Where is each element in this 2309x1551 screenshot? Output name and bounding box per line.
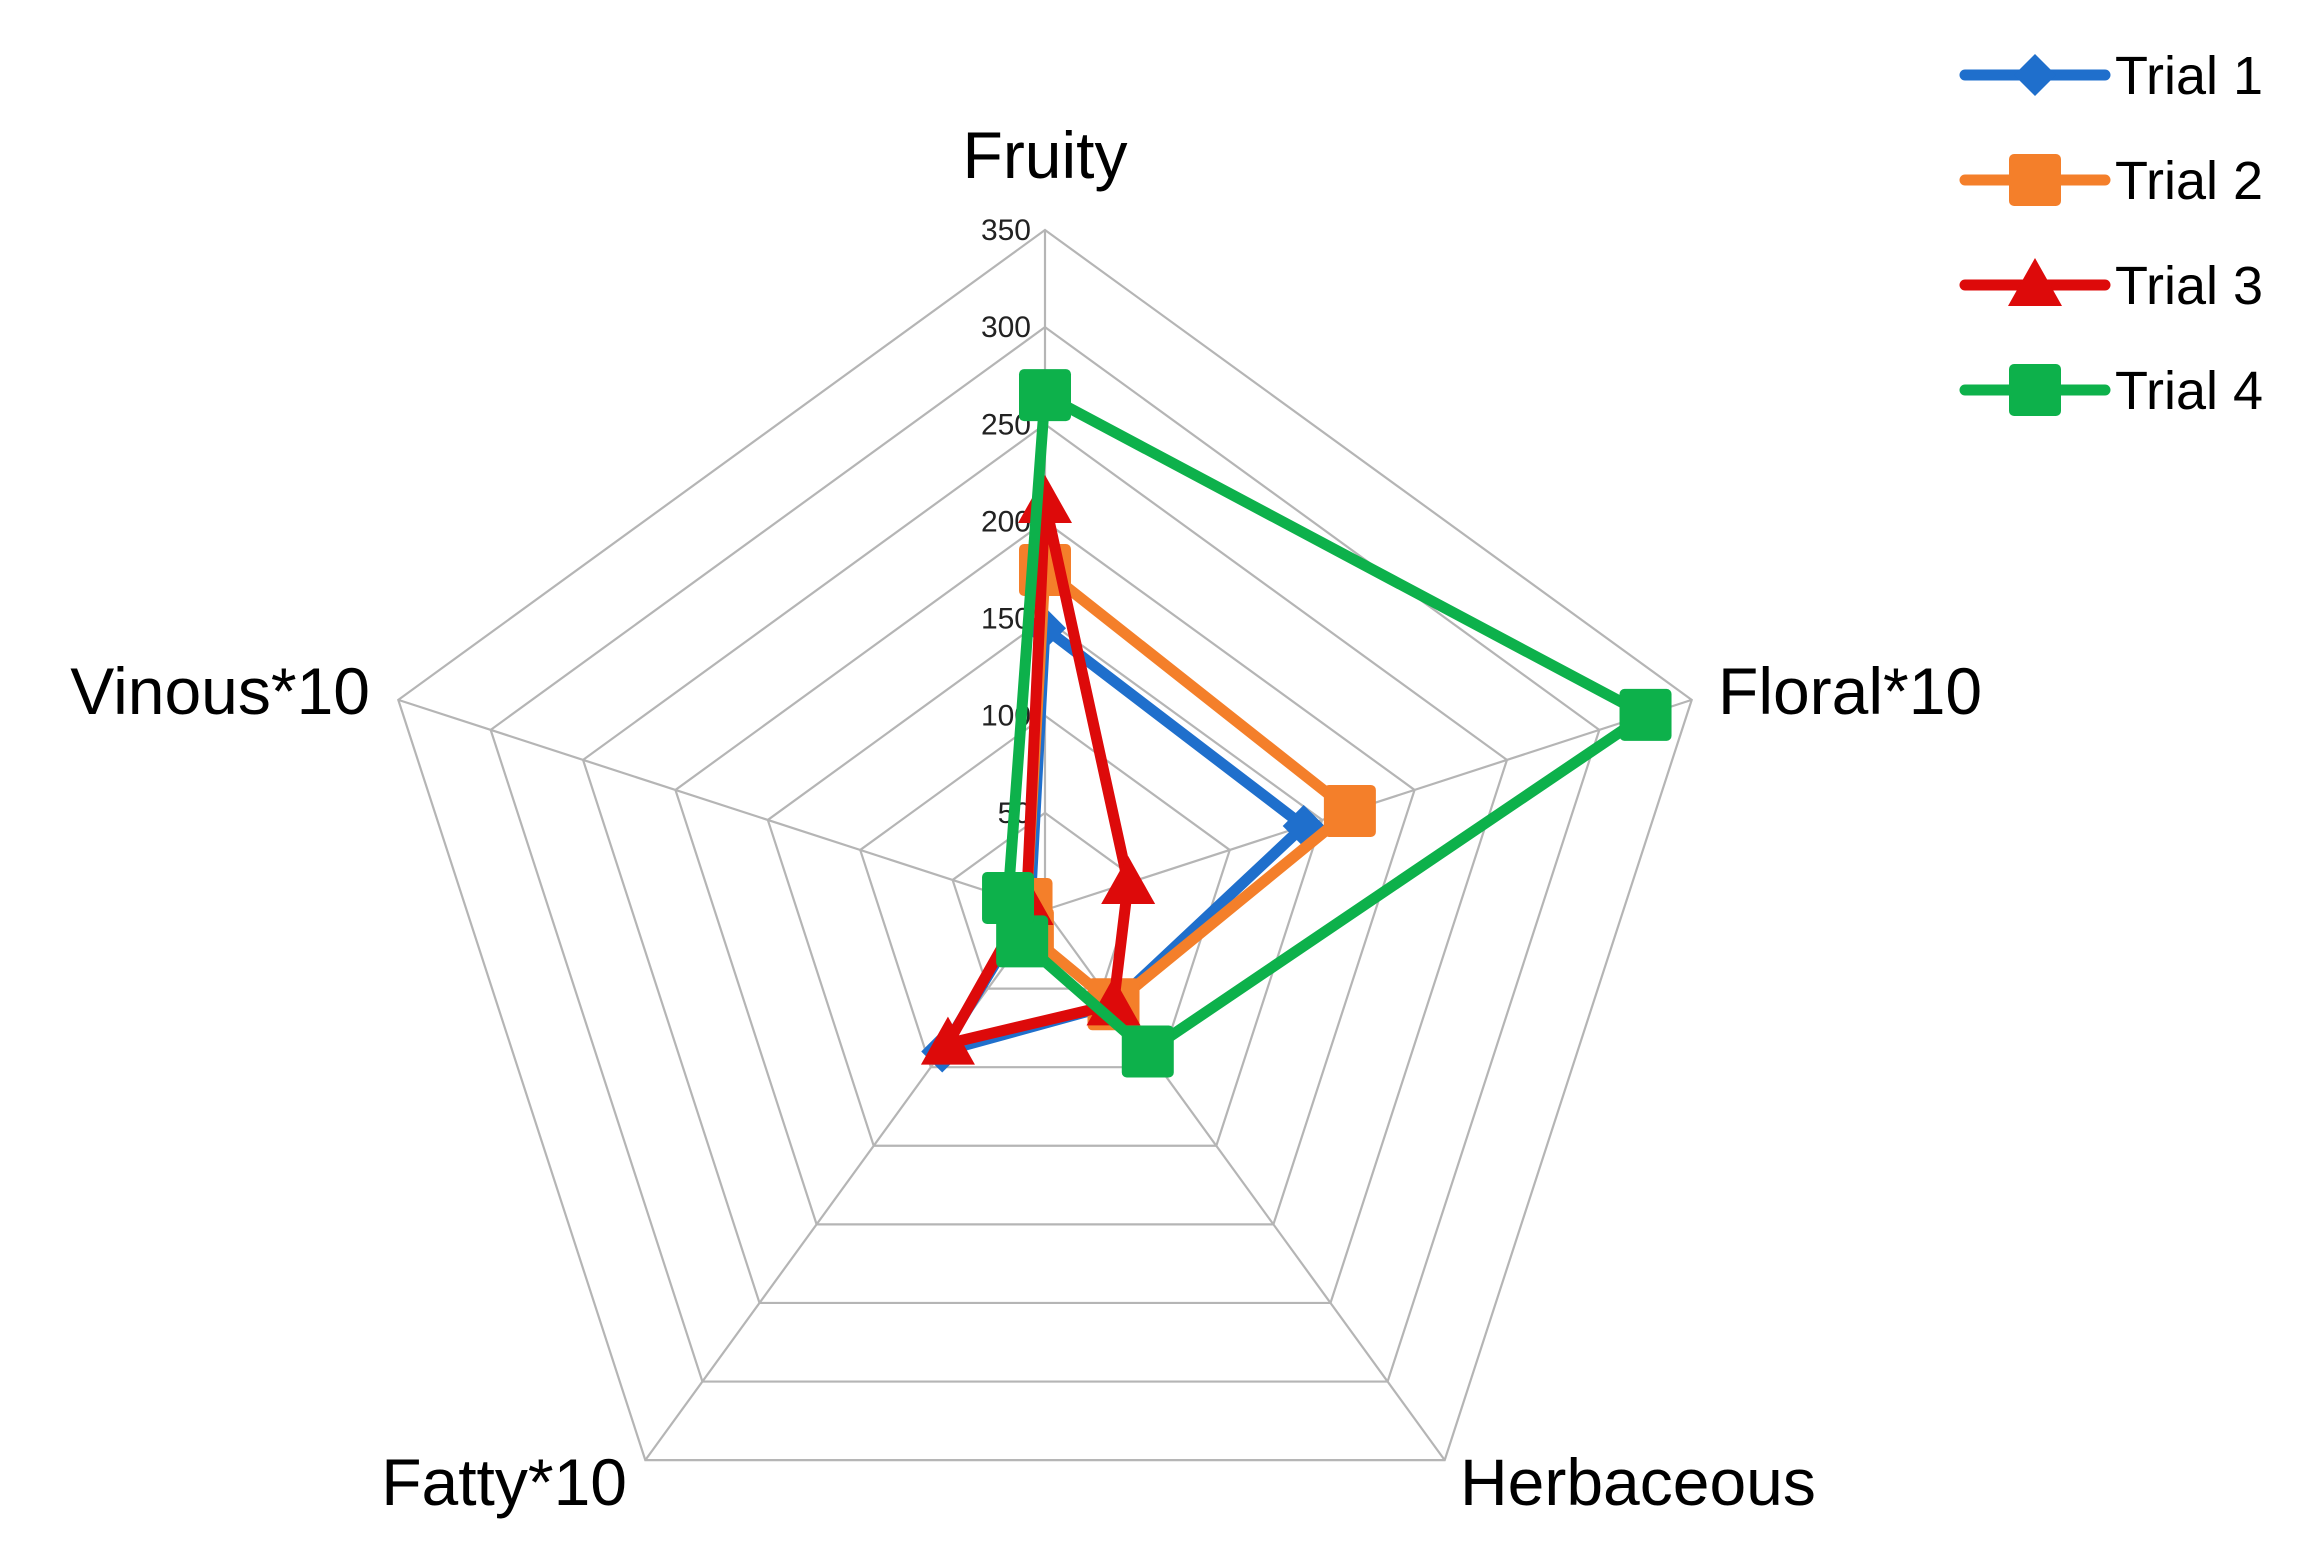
- legend-marker-4: [2009, 364, 2061, 416]
- grid-spoke-4: [397, 698, 1046, 912]
- series-line-4: [1002, 389, 1652, 1057]
- legend-label-1: Trial 1: [2115, 46, 2263, 106]
- axis-label-fruity: Fruity: [963, 118, 1128, 192]
- grid-ring-200: [674, 520, 1416, 1226]
- legend-label-4: Trial 4: [2115, 361, 2263, 421]
- grid-ring-250: [581, 422, 1509, 1305]
- grid-spoke-3: [644, 909, 1046, 1461]
- legend-item-3: Trial 3: [1959, 256, 2263, 316]
- grid-ring-150: [766, 617, 1324, 1147]
- data-point-series-4-4: [982, 871, 1035, 924]
- axis-label-fatty: Fatty*10: [381, 1445, 627, 1519]
- legend-item-2: Trial 2: [1959, 151, 2263, 211]
- legend-label-3: Trial 3: [2115, 256, 2263, 316]
- legend-marker-2: [2009, 154, 2061, 206]
- axis-label-herbaceous: Herbaceous: [1460, 1445, 1816, 1519]
- data-point-series-3-1: [1101, 855, 1156, 905]
- grid-ring-300: [489, 325, 1601, 1383]
- tick-label-300: 300: [981, 311, 1031, 344]
- data-point-series-4-1: [1619, 688, 1672, 741]
- data-point-series-4-2: [1121, 1025, 1174, 1078]
- legend-item-1: Trial 1: [1959, 46, 2263, 106]
- legend-label-2: Trial 2: [2115, 151, 2263, 211]
- series: [920, 369, 1672, 1078]
- legend: Trial 1 Trial 2 Trial 3 Trial 4: [1959, 46, 2263, 421]
- grid-ring-100: [858, 714, 1232, 1069]
- legend-marker-1: [2014, 54, 2056, 96]
- legend-marker-3: [2008, 258, 2062, 307]
- series-line-3: [942, 496, 1134, 1050]
- axis-labels: Fruity Floral*10 Herbaceous Fatty*10 Vin…: [70, 118, 1982, 1519]
- legend-item-4: Trial 4: [1959, 361, 2263, 421]
- series-4: [982, 369, 1672, 1078]
- data-point-series-4-3: [996, 915, 1049, 968]
- axis-label-floral: Floral*10: [1718, 654, 1982, 728]
- data-point-series-3-3: [920, 1016, 975, 1065]
- axis-label-vinous: Vinous*10: [70, 654, 370, 728]
- series-2: [1000, 544, 1376, 1031]
- grid-ring-350: [396, 228, 1694, 1462]
- data-point-series-2-1: [1323, 784, 1376, 837]
- data-point-series-4-0: [1019, 369, 1071, 422]
- data-point-series-3-0: [1018, 475, 1072, 524]
- tick-label-350: 350: [981, 214, 1031, 247]
